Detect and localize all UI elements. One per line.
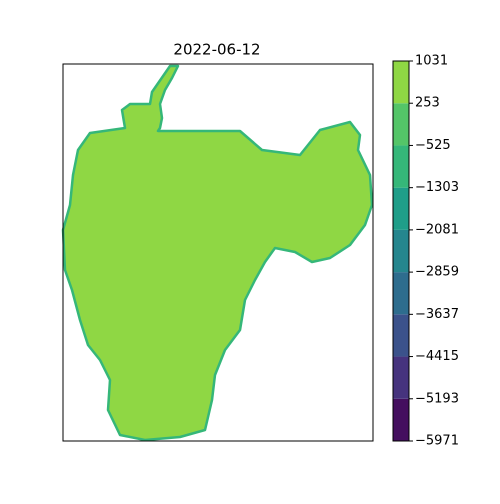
colorbar-frame — [392, 60, 410, 442]
colorbar: −5971 −5193 −4415 −3637 −2859 −2081 −1303 −525 2… — [392, 54, 459, 449]
colorbar-band — [393, 314, 409, 357]
colorbar-band — [393, 272, 409, 315]
colorbar-band — [393, 187, 409, 230]
colorbar-band — [393, 229, 409, 273]
lake-shape — [61, 64, 374, 442]
colorbar-tick-label: −525 — [415, 138, 451, 153]
colorbar-tick-label: 253 — [415, 96, 440, 111]
plot-frame — [62, 63, 374, 442]
chart-title: 2022-06-12 — [173, 41, 260, 59]
colorbar-tick-label: −5193 — [415, 391, 459, 406]
colorbar-tick-label: −3637 — [415, 307, 459, 322]
colorbar-band — [393, 356, 409, 399]
colorbar-tick-label: −2081 — [415, 222, 459, 237]
colorbar-band — [393, 398, 409, 441]
colorbar-tick-label: −1303 — [415, 180, 459, 195]
colorbar-tick-label: −5971 — [415, 434, 459, 449]
colorbar-band — [393, 61, 409, 104]
map-area — [61, 64, 374, 442]
colorbar-band — [393, 103, 409, 146]
colorbar-band — [393, 145, 409, 188]
colorbar-tick-label: −2859 — [415, 265, 459, 280]
colorbar-tick-label: 1031 — [415, 54, 448, 69]
colorbar-tick-label: −4415 — [415, 349, 459, 364]
